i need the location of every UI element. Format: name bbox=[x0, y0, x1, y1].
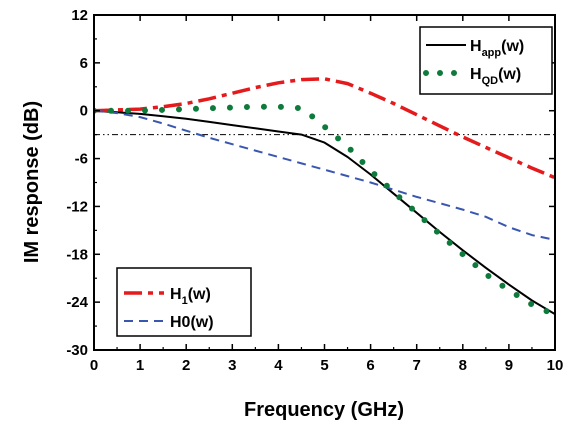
legend-label-tail: (w) bbox=[188, 286, 211, 303]
x-tick-label: 4 bbox=[274, 357, 283, 374]
legend-bottom-box bbox=[116, 267, 252, 337]
axis-ticks bbox=[93, 14, 556, 351]
legend-label-subscript: 1 bbox=[182, 295, 188, 307]
x-tick-label: 3 bbox=[228, 357, 236, 374]
legend-label: H1(w) bbox=[170, 286, 211, 307]
y-tick-label: -6 bbox=[75, 151, 88, 168]
y-axis-label: IM response (dB) bbox=[21, 101, 43, 263]
x-tick-label: 8 bbox=[459, 357, 467, 374]
legend-label-tail: (w) bbox=[498, 66, 521, 83]
legend-label-main: H bbox=[470, 38, 482, 55]
y-tick-label: 0 bbox=[80, 103, 88, 120]
y-tick-label: 6 bbox=[80, 55, 88, 72]
y-tick-label: -24 bbox=[66, 294, 88, 311]
legend-label-main: H bbox=[170, 286, 182, 303]
x-tick-label: 10 bbox=[547, 357, 564, 374]
x-tick-label: 9 bbox=[505, 357, 513, 374]
x-tick-label: 7 bbox=[413, 357, 421, 374]
x-tick-label: 0 bbox=[90, 357, 98, 374]
series-h1-line bbox=[94, 77, 555, 180]
y-tick-label: 12 bbox=[71, 7, 88, 24]
legend-top-right: Happ(w)HQD(w) bbox=[419, 26, 553, 95]
y-axis-tick-labels: 12 6 0 -6 -12 -18 -24 -30 bbox=[66, 7, 88, 359]
x-axis-tick-labels: 0 1 2 3 4 5 6 7 8 9 10 bbox=[90, 357, 564, 374]
legend-label-main: H0(w) bbox=[170, 314, 214, 331]
x-axis-label: Frequency (GHz) bbox=[244, 399, 404, 421]
x-tick-label: 6 bbox=[366, 357, 374, 374]
y-tick-label: -18 bbox=[66, 246, 88, 263]
x-tick-label: 1 bbox=[136, 357, 144, 374]
legend-label-subscript: QD bbox=[482, 75, 499, 87]
legend-top-box bbox=[419, 26, 553, 95]
x-tick-label: 2 bbox=[182, 357, 190, 374]
legend-label: HQD(w) bbox=[470, 66, 521, 87]
chart-series-layer bbox=[94, 77, 555, 318]
legend-label: Happ(w) bbox=[470, 38, 524, 59]
legend-bottom-left: H1(w) H0(w) bbox=[116, 267, 252, 337]
series-h-app-line bbox=[94, 109, 555, 315]
series-h-qd-line bbox=[94, 103, 555, 318]
x-tick-label: 5 bbox=[320, 357, 328, 374]
legend-label-subscript: app bbox=[482, 47, 502, 59]
y-tick-label: -12 bbox=[66, 198, 88, 215]
legend-label: H0(w) bbox=[170, 314, 214, 331]
series-h0-line bbox=[94, 109, 555, 241]
legend-label-tail: (w) bbox=[501, 38, 524, 55]
y-tick-label: -30 bbox=[66, 342, 88, 359]
legend-label-main: H bbox=[470, 66, 482, 83]
